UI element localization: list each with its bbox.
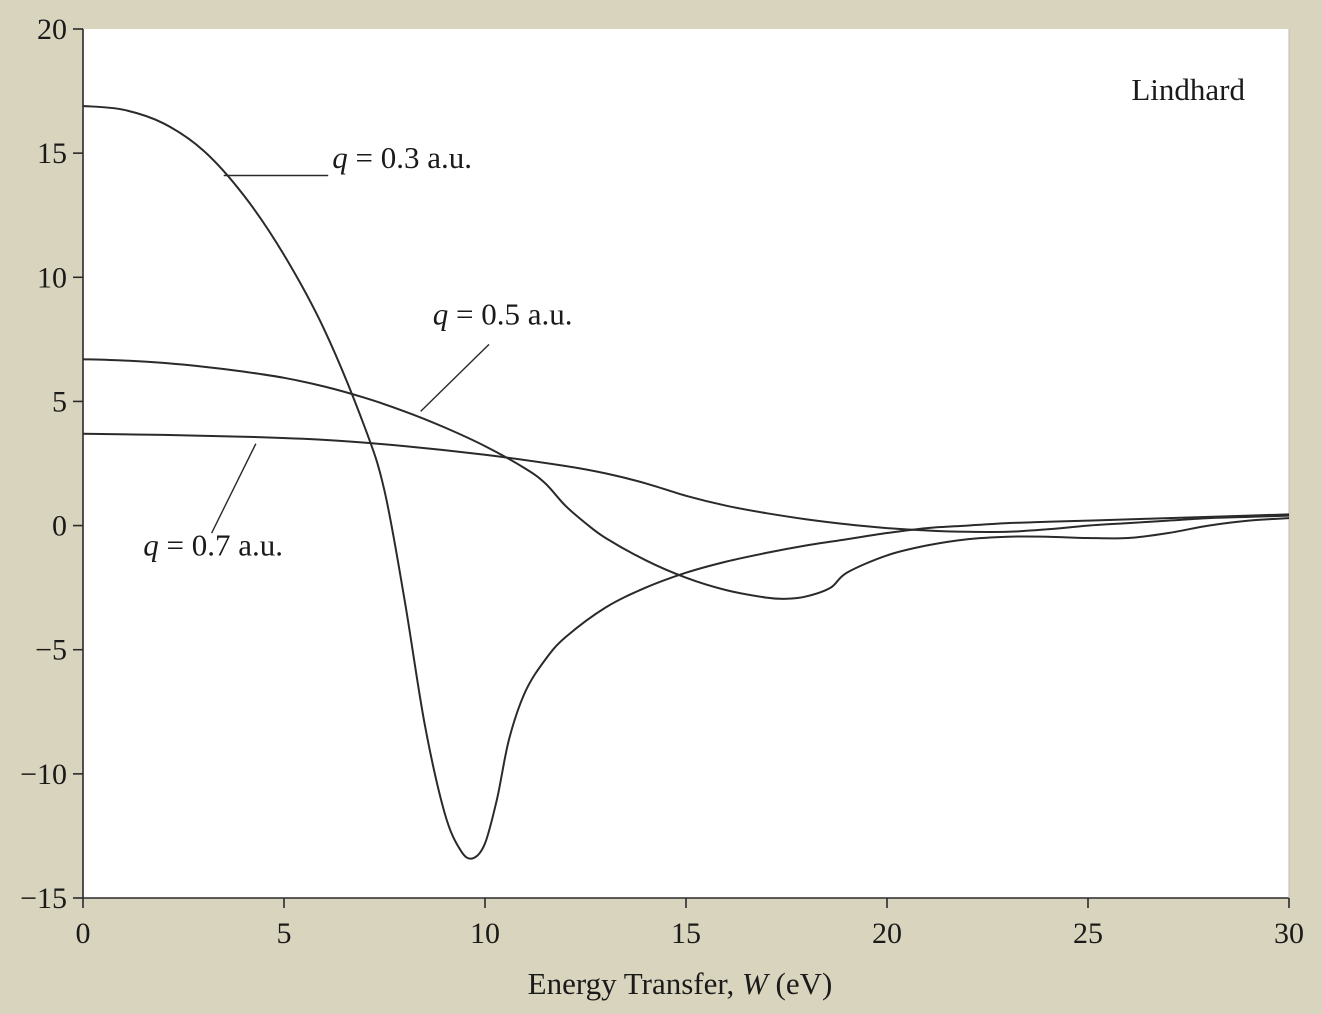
y-tick-label: 15 <box>37 137 67 170</box>
x-tick-label: 0 <box>76 917 91 950</box>
series-line-3 <box>82 432 1290 534</box>
series-leader-3 <box>211 443 257 534</box>
x-tick-label: 25 <box>1073 917 1103 950</box>
x-tick-label: 15 <box>671 917 701 950</box>
x-tick-label: 10 <box>470 917 500 950</box>
y-tick-label: 0 <box>52 510 67 543</box>
plot-area <box>83 29 1289 898</box>
x-tick-label: 20 <box>872 917 902 950</box>
x-tick-label: 30 <box>1274 917 1304 950</box>
series-line-2 <box>82 358 1290 600</box>
series-line-1 <box>82 105 1290 860</box>
series-label-3: q = 0.7 a.u. <box>143 527 283 562</box>
curves <box>82 105 1290 860</box>
series-label-2: q = 0.5 a.u. <box>433 296 573 331</box>
x-tick-label: 5 <box>277 917 292 950</box>
y-tick-label: −15 <box>20 882 67 915</box>
x-axis-title: Energy Transfer, W (eV) <box>528 966 833 1001</box>
y-tick-label: 5 <box>52 385 67 418</box>
annotations: q = 0.3 a.u. q = 0.5 a.u. q = 0.7 a.u. <box>143 140 572 562</box>
series-leader-2 <box>420 343 490 412</box>
y-tick-label: 20 <box>37 13 67 46</box>
y-tick-label: −10 <box>20 758 67 791</box>
y-tick-label: −5 <box>35 634 67 667</box>
y-tick-label: 10 <box>37 261 67 294</box>
axes: 20 15 10 5 0 −5 −10 −15 0 5 10 15 20 25 30 <box>20 13 1304 950</box>
corner-label: Lindhard <box>1131 72 1245 107</box>
series-label-1: q = 0.3 a.u. <box>332 140 472 175</box>
